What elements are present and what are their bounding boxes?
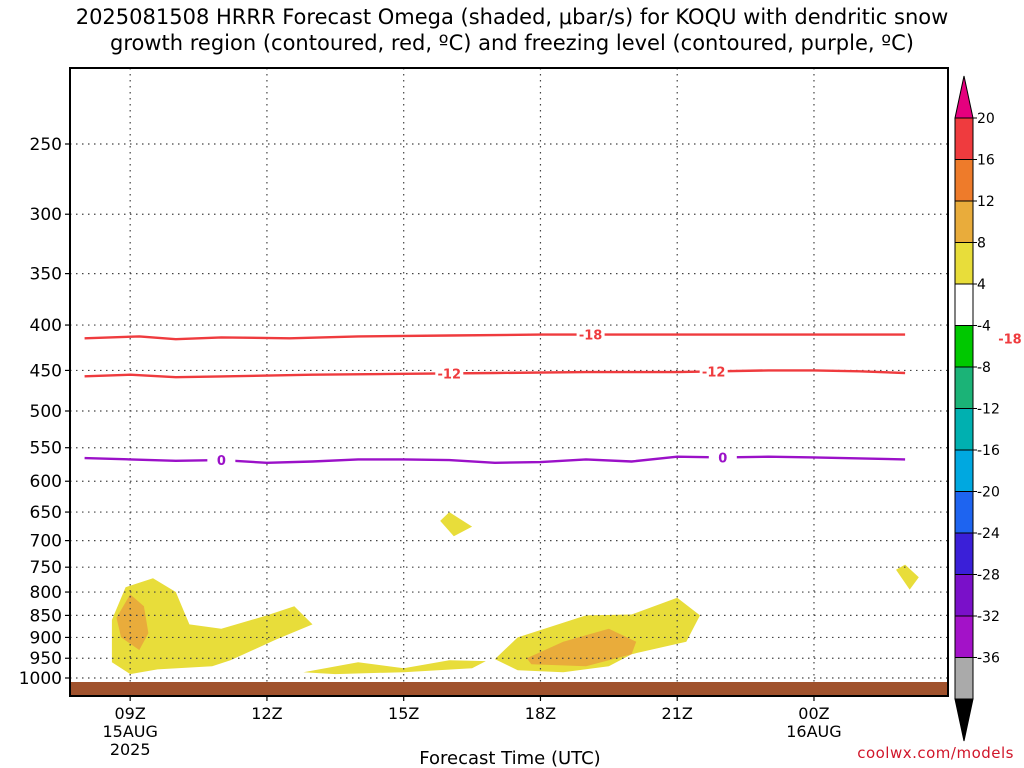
y-tick-label-750: 750: [30, 558, 62, 578]
y-tick-label-650: 650: [30, 503, 62, 523]
terrain-band: [70, 682, 948, 696]
y-tick-label-300: 300: [30, 205, 62, 225]
omega-region-1: [111, 578, 313, 675]
credit-link[interactable]: coolwx.com/models: [857, 744, 1014, 762]
colorbar-swatch-12: [954, 574, 974, 617]
y-tick-label-600: 600: [30, 472, 62, 492]
y-tick-label-250: 250: [30, 135, 62, 155]
y-tick-label-550: 550: [30, 439, 62, 459]
y-tick-label-900: 900: [30, 628, 62, 648]
x-tick-label-15Z: 15Z: [388, 704, 419, 723]
contour-label-bg--18-1: [576, 326, 605, 343]
omega-region-7: [896, 564, 919, 590]
terrain-band-fill: [70, 682, 948, 696]
x-tick-label-00Z: 00Z: [798, 704, 829, 723]
colorbar-top-arrow: [954, 75, 974, 119]
x-tick-label-09Z: 09Z: [115, 704, 146, 723]
colorbar-label-11: -24: [977, 526, 1000, 542]
colorbar-swatch-1: [954, 117, 974, 160]
plot-area: [70, 68, 948, 696]
contour-line--18: [84, 333, 906, 341]
colorbar-swatch-8: [954, 408, 974, 451]
colorbar-label-6: -4: [977, 319, 991, 335]
colorbar-label-7: -8: [977, 360, 991, 376]
x-tick-sublabel-09Z-1: 15AUG: [102, 722, 157, 741]
omega-shading: [111, 512, 919, 675]
y-tick-label-950: 950: [30, 649, 62, 669]
colorbar-swatch-3: [954, 200, 974, 243]
colorbar-label-4: 8: [977, 236, 986, 252]
y-tick-label-800: 800: [30, 583, 62, 603]
colorbar-swatch-14: [954, 657, 974, 700]
contour-label-bg--12-1: [435, 365, 464, 382]
y-tick-label-400: 400: [30, 316, 62, 336]
plot-background: [70, 68, 948, 696]
y-tick-label-350: 350: [30, 265, 62, 285]
colorbar-bottom-arrow: [954, 698, 974, 742]
x-tick-label-18Z: 18Z: [525, 704, 556, 723]
colorbar-swatch-2: [954, 159, 974, 202]
colorbar-swatch-7: [954, 366, 974, 409]
omega-region-4: [440, 512, 473, 537]
contour-label-0-2: 0: [718, 451, 727, 466]
colorbar-label-10: -20: [977, 485, 1000, 501]
y-tick-label-450: 450: [30, 361, 62, 381]
grid-lines: [70, 68, 948, 696]
title-line-2: growth region (contoured, red, ºC) and f…: [110, 31, 914, 55]
colorbar-swatch-5: [954, 283, 974, 326]
contour-label--18-2: -18: [998, 332, 1022, 347]
colorbar-label-3: 12: [977, 194, 995, 210]
contour-label--18-1: -18: [579, 329, 603, 344]
x-tick-sublabel-09Z-2: 2025: [110, 740, 151, 759]
contours: -18 -18 -12 -12 0 0: [84, 326, 1024, 469]
y-tick-label-1000: 1000: [19, 669, 62, 689]
colorbar-label-8: -12: [977, 402, 1000, 418]
chart-title: 2025081508 HRRR Forecast Omega (shaded, …: [0, 4, 1024, 56]
colorbar-label-9: -16: [977, 443, 1000, 459]
colorbar-swatch-11: [954, 532, 974, 575]
title-line-1: 2025081508 HRRR Forecast Omega (shaded, …: [75, 5, 949, 29]
colorbar-swatch-10: [954, 491, 974, 534]
contour-label-bg-0-2: [708, 449, 737, 466]
colorbar-swatch-4: [954, 242, 974, 285]
colorbar-swatch-9: [954, 449, 974, 492]
contour-label-bg-0-1: [207, 452, 236, 469]
contour-label-bg--18-2: [995, 330, 1024, 347]
colorbar: 20 16 12 8 4 -4 -8 -12 -16 -20 -24 -28 -32 -36: [954, 75, 1000, 742]
contour-label-bg--12-2: [699, 363, 728, 380]
colorbar-label-13: -32: [977, 609, 1000, 625]
x-axis-label: Forecast Time (UTC): [419, 748, 600, 768]
colorbar-label-5: 4: [977, 277, 986, 293]
colorbar-swatch-6: [954, 325, 974, 368]
colorbar-swatch-13: [954, 615, 974, 658]
y-tick-label-500: 500: [30, 402, 62, 422]
contour-line--12: [84, 369, 906, 379]
contour-label--12-2: -12: [702, 365, 726, 380]
colorbar-label-12: -28: [977, 568, 1000, 584]
x-tick-label-21Z: 21Z: [662, 704, 693, 723]
y-axis: 2503003504004505005506006507007508008509…: [19, 135, 70, 689]
omega-region-6: [526, 628, 637, 667]
y-tick-label-850: 850: [30, 606, 62, 626]
y-tick-label-700: 700: [30, 532, 62, 552]
colorbar-label-2: 16: [977, 153, 995, 169]
contour-label-0-1: 0: [217, 454, 226, 469]
x-tick-label-12Z: 12Z: [251, 704, 282, 723]
omega-region-3: [303, 660, 486, 675]
omega-region-2: [116, 594, 149, 650]
plot-border: [69, 67, 949, 697]
colorbar-label-14: -36: [977, 651, 1000, 667]
plot-frame: [69, 67, 949, 697]
colorbar-label-1: 20: [977, 111, 995, 127]
x-tick-sublabel-00Z-1: 16AUG: [786, 722, 841, 741]
contour-label--12-1: -12: [438, 367, 462, 382]
